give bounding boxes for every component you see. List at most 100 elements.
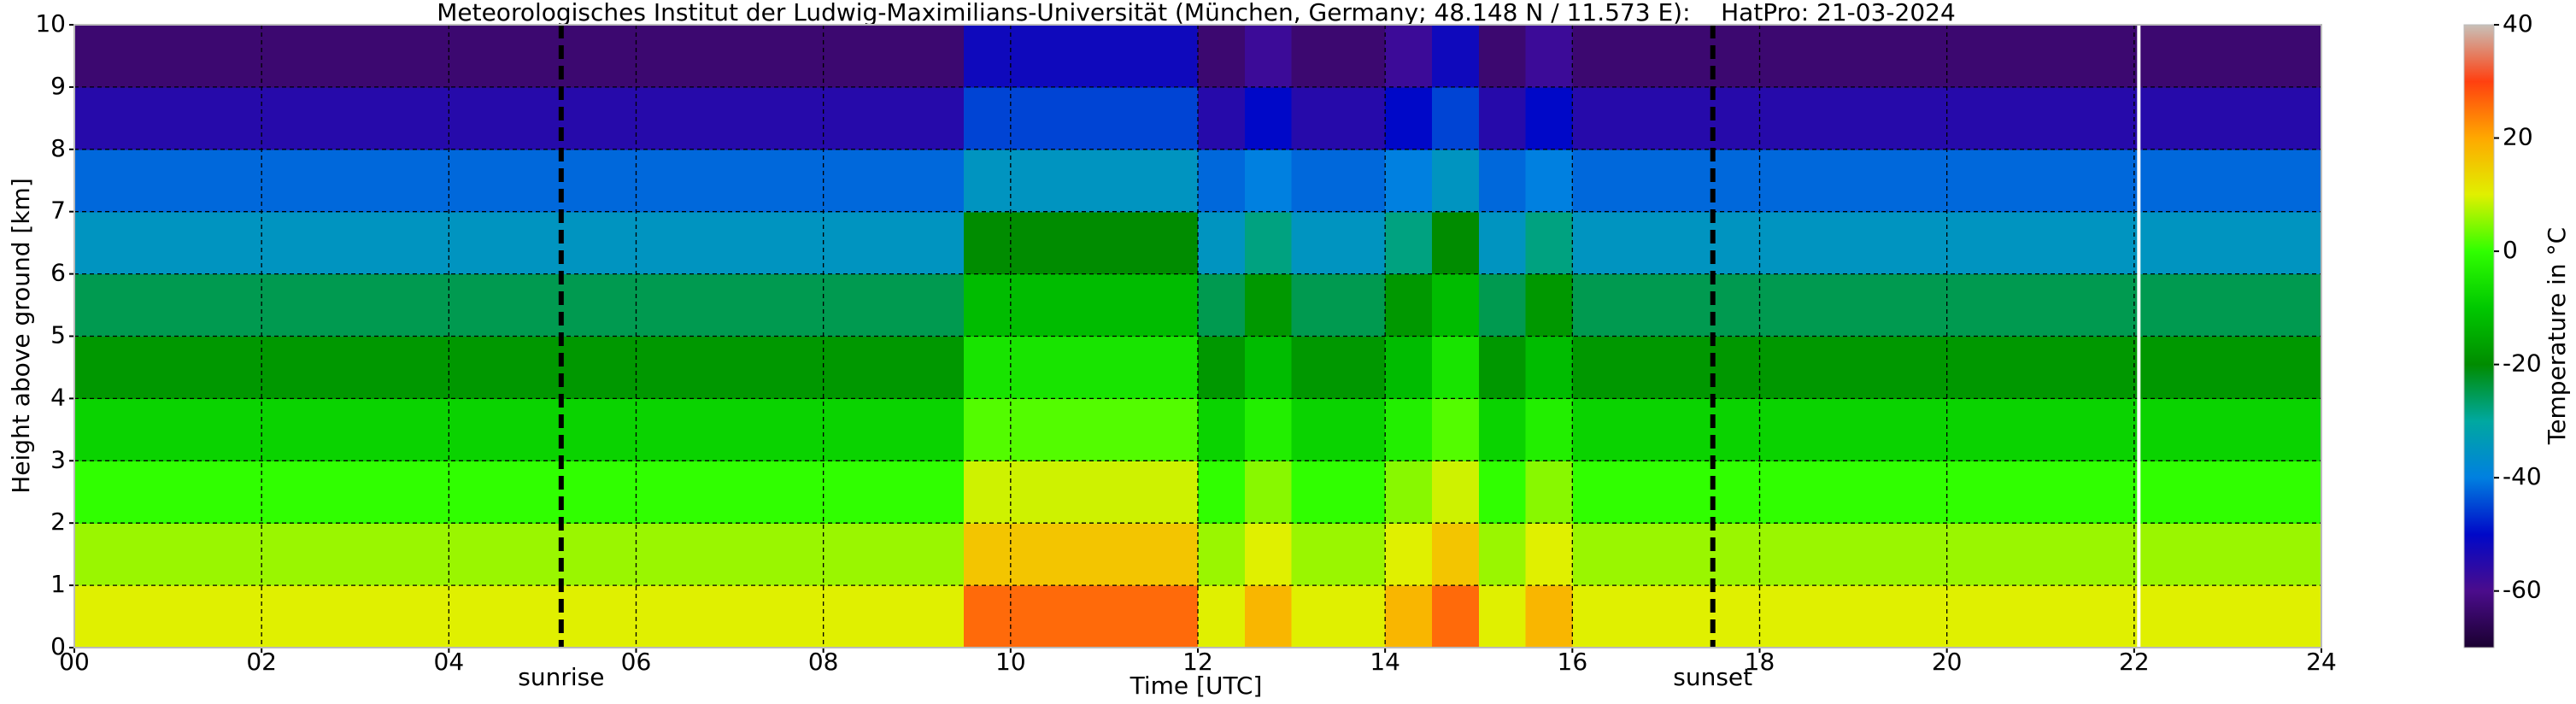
heatmap-cell (1993, 25, 2041, 88)
heatmap-cell (683, 523, 731, 586)
heatmap-cell (1572, 585, 1620, 648)
heatmap-cell (2180, 86, 2229, 150)
heatmap-cell (496, 211, 543, 275)
heatmap-cell (167, 25, 215, 88)
heatmap-cell (1525, 25, 1573, 88)
heatmap-cell (1853, 25, 1901, 88)
heatmap-cell (1806, 461, 1854, 524)
heatmap-cell (2227, 211, 2275, 275)
heatmap-cell (1946, 211, 1995, 275)
heatmap-cell (1104, 273, 1152, 337)
heatmap-cell (1104, 25, 1152, 88)
heatmap-cell (214, 398, 262, 461)
heatmap-cell (964, 25, 1012, 88)
heatmap-cell (1712, 25, 1761, 88)
heatmap-cell (870, 211, 918, 275)
heatmap-cell (120, 398, 169, 461)
heatmap-cell (1151, 585, 1199, 648)
heatmap-cell (2227, 336, 2275, 399)
heatmap-cell (870, 149, 918, 213)
heatmap-cell (1899, 273, 1948, 337)
heatmap-cell (1946, 585, 1995, 648)
heatmap-cell (870, 523, 918, 586)
heatmap-cell (355, 211, 403, 275)
heatmap-cell (683, 585, 731, 648)
heatmap-cell (1899, 86, 1948, 150)
heatmap-cell (1806, 523, 1854, 586)
heatmap-cell (496, 86, 543, 150)
heatmap-cell (1946, 336, 1995, 399)
heatmap-cell (261, 25, 309, 88)
heatmap-cell (542, 25, 590, 88)
heatmap-cell (917, 585, 965, 648)
heatmap-cell (1198, 273, 1246, 337)
heatmap-cell (120, 25, 169, 88)
heatmap-cell (2087, 461, 2135, 524)
heatmap-cell (1478, 585, 1527, 648)
heatmap-cell (1572, 86, 1620, 150)
heatmap-cell (308, 149, 356, 213)
heatmap-cell (2274, 585, 2322, 648)
heatmap-cell (2133, 398, 2182, 461)
heatmap-cell (496, 585, 543, 648)
heatmap-cell (1665, 585, 1714, 648)
heatmap-cell (1198, 461, 1246, 524)
heatmap-cell (823, 336, 871, 399)
heatmap-cell (1572, 461, 1620, 524)
heatmap-cell (1291, 273, 1339, 337)
heatmap-cell (1244, 149, 1293, 213)
heatmap-cell (120, 86, 169, 150)
heatmap-cell (449, 336, 496, 399)
heatmap-cell (2040, 585, 2088, 648)
heatmap-cell (1946, 149, 1995, 213)
heatmap-cell (2274, 461, 2322, 524)
heatmap-cell (402, 336, 449, 399)
heatmap-cell (1853, 523, 1901, 586)
heatmap-cell (1853, 211, 1901, 275)
heatmap-cell (1338, 211, 1386, 275)
heatmap-cell (1806, 149, 1854, 213)
heatmap-cell (1010, 336, 1059, 399)
heatmap-cell (1057, 398, 1106, 461)
heatmap-cell (1198, 336, 1246, 399)
heatmap-cell (1244, 273, 1293, 337)
heatmap-cell (730, 523, 777, 586)
y-tick-label: 2 (50, 507, 66, 536)
heatmap-cell (1946, 523, 1995, 586)
colorbar-tick-label: -20 (2503, 349, 2542, 378)
heatmap-cell (823, 585, 871, 648)
heatmap-cell (917, 86, 965, 150)
heatmap-cell (1151, 523, 1199, 586)
heatmap-cell (1525, 273, 1573, 337)
colorbar-tick-label: 20 (2503, 123, 2533, 151)
heatmap-cell (636, 273, 684, 337)
heatmap-cell (730, 86, 777, 150)
heatmap-cell (2133, 461, 2182, 524)
heatmap-cell (542, 149, 590, 213)
heatmap-cell (1712, 398, 1761, 461)
heatmap-cell (542, 273, 590, 337)
heatmap-cell (1104, 336, 1152, 399)
heatmap-cell (1338, 273, 1386, 337)
heatmap-cell (214, 86, 262, 150)
heatmap-cell (496, 25, 543, 88)
heatmap-cell (1244, 398, 1293, 461)
heatmap-cell (1946, 461, 1995, 524)
heatmap-cell (683, 211, 731, 275)
heatmap-cell (402, 273, 449, 337)
heatmap-cell (1338, 86, 1386, 150)
heatmap-cell (636, 461, 684, 524)
heatmap-cell (1431, 86, 1480, 150)
heatmap-cell (1899, 461, 1948, 524)
heatmap-cell (2274, 273, 2322, 337)
heatmap-cell (308, 273, 356, 337)
heatmap-cell (1385, 149, 1433, 213)
heatmap-cell (589, 25, 637, 88)
heatmap-cell (1431, 149, 1480, 213)
heatmap-cell (2227, 273, 2275, 337)
heatmap-cell (1198, 149, 1246, 213)
heatmap-cell (2087, 523, 2135, 586)
heatmap-cell (308, 86, 356, 150)
heatmap-cell (1385, 211, 1433, 275)
heatmap-cell (1806, 585, 1854, 648)
